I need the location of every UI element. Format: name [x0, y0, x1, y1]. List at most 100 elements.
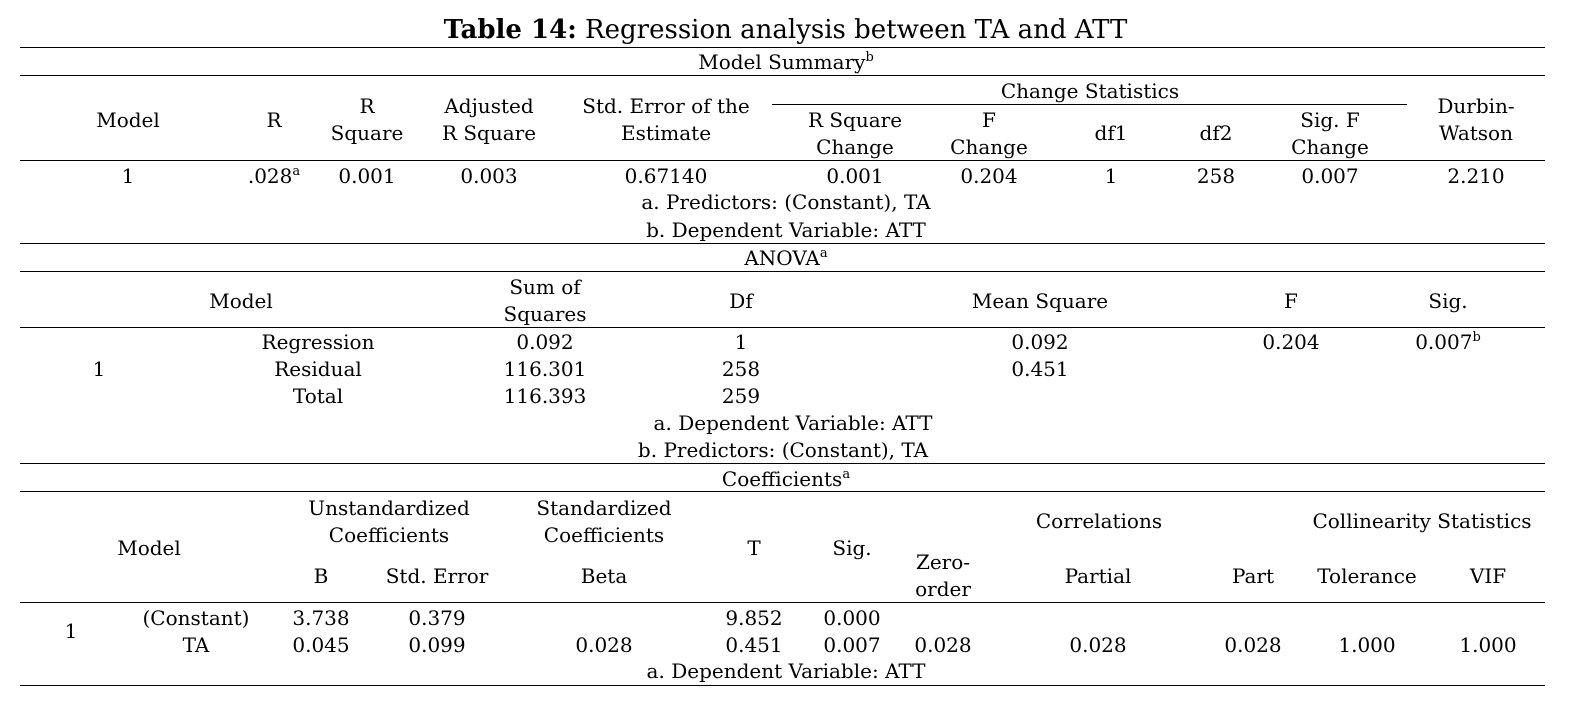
coef-row-ta-sig: 0.007 [823, 633, 881, 657]
anova-col-df: Df [729, 289, 753, 313]
coef-col-zero-order-2: order [915, 577, 971, 601]
coef-row-ta-vif: 1.000 [1459, 633, 1517, 657]
anova-col-model: Model [209, 289, 273, 313]
coef-col-partial: Partial [1064, 564, 1132, 588]
coef-col-std-error: Std. Error [385, 564, 489, 588]
ms-note-a: a. Predictors: (Constant), TA [641, 190, 931, 214]
anova-note-a: a. Dependent Variable: ATT [653, 411, 933, 435]
ms-cell-df1: 1 [1104, 164, 1118, 188]
ms-col-durbin-watson-2: Watson [1439, 121, 1513, 145]
rule-coef-header [20, 602, 1545, 603]
anova-row-residual-df: 258 [721, 357, 761, 381]
rule-bottom [20, 685, 1545, 686]
anova-row-residual-label: Residual [274, 357, 362, 381]
coef-col-correlations: Correlations [1035, 509, 1163, 533]
ms-col-r-sq-change-1: R Square [807, 108, 903, 132]
ms-cell-durbin-watson: 2.210 [1447, 164, 1505, 188]
coef-row-ta-label: TA [182, 633, 210, 657]
model-summary-caption: Model Summaryb [698, 50, 874, 74]
anova-col-mean-sq: Mean Square [971, 289, 1109, 313]
anova-row-residual-mean-sq: 0.451 [1011, 357, 1069, 381]
change-statistics-header: Change Statistics [1000, 79, 1180, 103]
ms-col-r-square-1: R [359, 94, 375, 118]
coef-row-constant-b: 3.738 [292, 606, 350, 630]
ms-cell-model: 1 [121, 164, 135, 188]
rule-ms-caption [20, 75, 1545, 76]
anova-row-regression-mean-sq: 0.092 [1011, 330, 1069, 354]
rule-top [20, 47, 1545, 48]
coef-col-std-1: Standardized [536, 496, 672, 520]
rule-coef-caption [20, 491, 1545, 492]
coef-row-constant-label: (Constant) [142, 606, 250, 630]
anova-note-b: b. Predictors: (Constant), TA [637, 438, 929, 462]
anova-row-regression-sum-sq: 0.092 [516, 330, 574, 354]
ms-col-r-square-2: Square [330, 121, 404, 145]
rule-change-stats [772, 104, 1407, 105]
coef-row-ta-part: 0.028 [1224, 633, 1282, 657]
ms-cell-f-change: 0.204 [960, 164, 1018, 188]
anova-col-sum-sq-2: Squares [503, 302, 587, 326]
ms-col-std-err-1: Std. Error of the [582, 94, 750, 118]
ms-cell-r: .028a [247, 164, 301, 188]
coef-col-zero-order-1: Zero- [915, 550, 971, 574]
anova-row-regression-label: Regression [261, 330, 375, 354]
coef-row-ta-t: 0.451 [725, 633, 783, 657]
ms-cell-r-sq-change: 0.001 [826, 164, 884, 188]
ms-col-adj-r-square-2: R Square [441, 121, 537, 145]
coef-row-constant-sig: 0.000 [823, 606, 881, 630]
table-title: Table 14: Regression analysis between TA… [443, 15, 1128, 45]
coef-col-b: B [313, 564, 329, 588]
coef-col-unstd-2: Coefficients [328, 523, 450, 547]
ms-col-std-err-2: Estimate [620, 121, 712, 145]
coefficients-caption: Coefficientsa [721, 467, 851, 491]
anova-caption: ANOVAa [744, 246, 828, 270]
anova-row-total-sum-sq: 116.393 [503, 384, 587, 408]
coef-col-part: Part [1231, 564, 1275, 588]
ms-col-durbin-watson-1: Durbin- [1437, 94, 1515, 118]
anova-col-sig: Sig. [1428, 289, 1468, 313]
anova-row-regression-f: 0.204 [1262, 330, 1320, 354]
ms-col-sig-f-change-1: Sig. F [1300, 108, 1360, 132]
ms-cell-df2: 258 [1196, 164, 1236, 188]
coef-col-sig: Sig. [832, 536, 872, 560]
coef-col-t: T [747, 536, 761, 560]
ms-col-df1: df1 [1094, 121, 1128, 145]
anova-row-total-df: 259 [721, 384, 761, 408]
coef-col-model: Model [117, 536, 181, 560]
anova-row-total-label: Total [292, 384, 344, 408]
coef-model-num: 1 [64, 619, 78, 643]
ms-cell-sig-f-change: 0.007 [1301, 164, 1359, 188]
coef-row-constant-std-error: 0.379 [408, 606, 466, 630]
rule-ms-header [20, 160, 1545, 161]
ms-cell-adj-r-square: 0.003 [460, 164, 518, 188]
rule-ms-bottom [20, 243, 1545, 244]
coef-row-ta-std-error: 0.099 [408, 633, 466, 657]
coef-row-ta-b: 0.045 [292, 633, 350, 657]
coef-col-tolerance: Tolerance [1317, 564, 1417, 588]
anova-col-f: F [1284, 289, 1298, 313]
ms-col-r-sq-change-2: Change [816, 135, 894, 159]
coef-row-ta-tolerance: 1.000 [1338, 633, 1396, 657]
coef-col-beta: Beta [580, 564, 628, 588]
anova-model-num: 1 [92, 357, 106, 381]
ms-note-b: b. Dependent Variable: ATT [646, 218, 926, 242]
rule-anova-bottom [20, 463, 1545, 464]
ms-cell-std-err: 0.67140 [624, 164, 708, 188]
coef-row-ta-partial: 0.028 [1069, 633, 1127, 657]
ms-col-sig-f-change-2: Change [1291, 135, 1369, 159]
ms-cell-r-square: 0.001 [338, 164, 396, 188]
anova-row-regression-df: 1 [734, 330, 748, 354]
coef-note-a: a. Dependent Variable: ATT [646, 659, 926, 683]
coef-col-vif: VIF [1469, 564, 1507, 588]
coef-col-collinearity: Collinearity Statistics [1312, 509, 1532, 533]
ms-col-adj-r-square-1: Adjusted [444, 94, 534, 118]
coef-col-std-2: Coefficients [543, 523, 665, 547]
ms-col-f-change-2: Change [950, 135, 1028, 159]
coef-row-constant-t: 9.852 [725, 606, 783, 630]
coef-row-ta-beta: 0.028 [575, 633, 633, 657]
ms-col-df2: df2 [1199, 121, 1233, 145]
coef-row-ta-zero-order: 0.028 [914, 633, 972, 657]
coef-col-unstd-1: Unstandardized [308, 496, 470, 520]
ms-col-f-change-1: F [982, 108, 996, 132]
rule-anova-header [20, 327, 1545, 328]
